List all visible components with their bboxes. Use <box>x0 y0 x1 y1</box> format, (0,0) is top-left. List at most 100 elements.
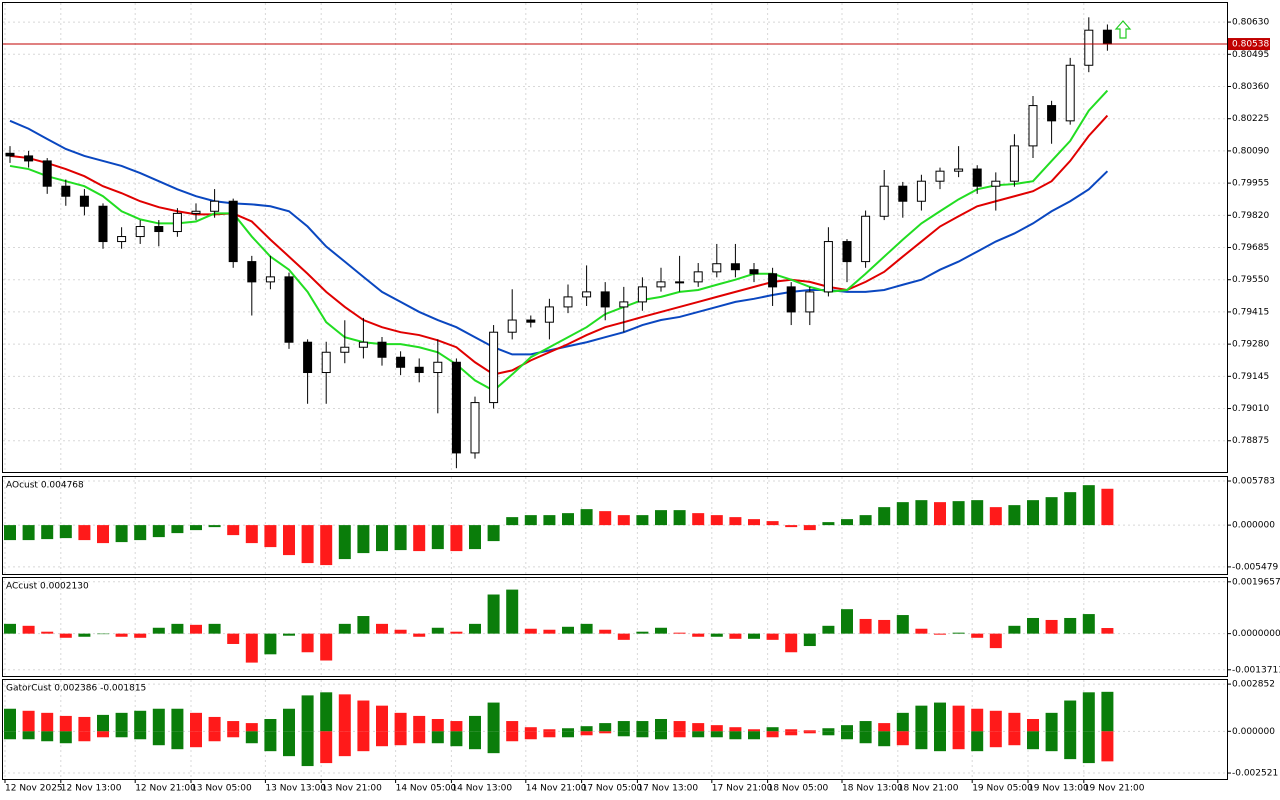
histogram-bar <box>599 511 612 526</box>
indicator-title: AOcust 0.004768 <box>6 481 84 491</box>
candle-body <box>823 241 833 293</box>
candle-body <box>972 168 982 187</box>
histogram-bar <box>785 525 798 528</box>
histogram-bar <box>41 525 54 540</box>
y-tick-label: 0.80495 <box>1232 50 1269 60</box>
histogram-bar <box>915 705 928 732</box>
histogram-bar <box>1027 500 1039 526</box>
candle-body <box>507 319 517 333</box>
histogram-bar <box>376 525 388 552</box>
candle-body <box>600 291 610 308</box>
histogram-bar <box>134 525 147 541</box>
histogram-bar <box>208 525 221 528</box>
histogram-bar <box>543 729 556 732</box>
histogram-bar <box>450 525 463 552</box>
histogram-bar <box>729 633 742 639</box>
histogram-bar <box>245 525 258 544</box>
histogram-bar <box>450 731 463 747</box>
candle-body <box>358 341 368 348</box>
histogram-bar <box>59 731 72 744</box>
histogram-bar <box>971 500 984 526</box>
x-tick-label: 18 Nov 13:00 <box>842 784 903 794</box>
histogram-bar <box>636 721 649 732</box>
histogram-bar <box>208 623 221 634</box>
candle-body <box>1084 29 1094 66</box>
histogram-bar <box>673 510 686 526</box>
candle-body <box>210 200 220 212</box>
histogram-bar <box>692 731 705 738</box>
candle-body <box>5 152 15 157</box>
histogram-bar <box>878 619 891 634</box>
x-tick-label: 18 Nov 05:00 <box>768 784 829 794</box>
histogram-bar <box>431 718 444 732</box>
histogram-bar <box>376 623 388 634</box>
histogram-bar <box>655 510 667 526</box>
candle-body <box>321 351 331 374</box>
histogram-bar <box>338 623 351 634</box>
histogram-bar <box>896 731 909 746</box>
histogram-bar <box>338 694 351 732</box>
candle-body <box>377 341 387 358</box>
histogram-bar <box>785 633 798 653</box>
histogram-bar <box>1008 712 1021 732</box>
y-tick-label: -0.0013711 <box>1232 665 1280 675</box>
histogram-bar <box>320 731 333 764</box>
histogram-bar <box>729 727 742 732</box>
y-tick-label: 0.005783 <box>1232 477 1275 487</box>
histogram-bar <box>227 731 240 738</box>
histogram-bar <box>1008 505 1021 526</box>
histogram-bar <box>841 731 853 740</box>
histogram-bar <box>562 513 574 526</box>
histogram-bar <box>748 729 760 732</box>
histogram-bar <box>1027 617 1039 634</box>
histogram-bar <box>952 632 965 634</box>
candle-body <box>954 168 964 172</box>
histogram-bar <box>729 517 742 526</box>
histogram-bar <box>190 525 202 531</box>
histogram-bar <box>859 618 872 634</box>
histogram-bar <box>227 721 240 732</box>
y-tick-label: 0.79280 <box>1232 340 1269 350</box>
histogram-bar <box>859 515 872 526</box>
y-tick-label: 0.80090 <box>1232 146 1269 156</box>
candle-body <box>675 281 685 284</box>
y-tick-label: 0.80225 <box>1232 114 1269 124</box>
histogram-bar <box>729 731 742 740</box>
histogram-bar <box>171 525 184 534</box>
histogram-bar <box>673 731 686 738</box>
current-price-label: 0.80538 <box>1232 40 1269 50</box>
candle-body <box>154 226 164 233</box>
histogram-bar <box>636 631 649 634</box>
candle-body <box>879 185 889 217</box>
candle-body <box>135 226 145 238</box>
histogram-bar <box>543 515 556 526</box>
histogram-bar <box>915 500 928 526</box>
histogram-bar <box>376 705 388 732</box>
y-tick-label: 0.80360 <box>1232 82 1269 92</box>
histogram-bar <box>766 633 779 640</box>
histogram-bar <box>97 731 109 738</box>
histogram-bar <box>803 525 816 531</box>
histogram-bar <box>134 633 147 638</box>
histogram-bar <box>171 708 184 732</box>
x-tick-label: 19 Nov 21:00 <box>1084 784 1145 794</box>
histogram-bar <box>245 633 258 663</box>
histogram-bar <box>487 702 500 732</box>
histogram-bar <box>431 627 444 634</box>
histogram-bar <box>692 513 705 526</box>
histogram-bar <box>338 731 351 757</box>
histogram-bar <box>841 519 853 526</box>
histogram-bar <box>487 594 500 634</box>
x-tick-label: 14 Nov 13:00 <box>451 784 512 794</box>
histogram-bar <box>115 633 128 637</box>
current-price-tag <box>1228 38 1270 51</box>
histogram-bar <box>78 633 91 637</box>
candle-body <box>470 402 480 454</box>
histogram-bar <box>859 731 872 744</box>
x-tick-label: 14 Nov 21:00 <box>526 784 587 794</box>
indicator-title: ACcust 0.0002130 <box>6 582 89 592</box>
candle-body <box>1028 105 1038 147</box>
histogram-bar <box>692 723 705 732</box>
histogram-bar <box>1008 625 1021 634</box>
